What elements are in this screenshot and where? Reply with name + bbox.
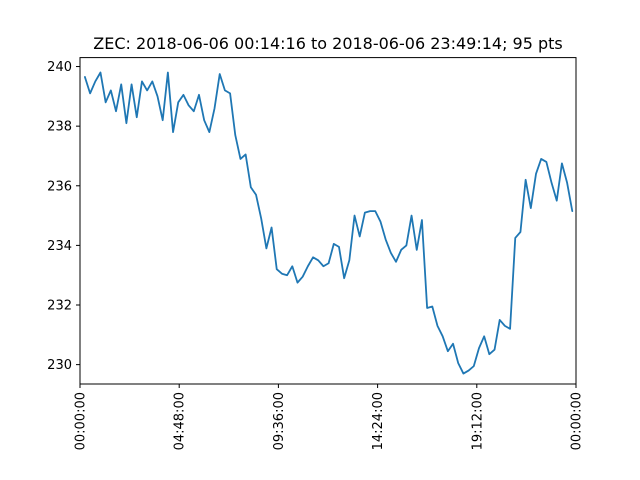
y-tick-label: 238 — [47, 120, 72, 135]
price-series-line — [84, 71, 574, 375]
y-axis: 230 232 234 236 238 240 — [47, 60, 80, 373]
x-tick-label: 04:48:00 — [173, 392, 188, 450]
y-tick-label: 240 — [47, 60, 72, 75]
x-axis: 00:00:00 04:48:00 09:36:00 14:24:00 19:12:00… — [74, 384, 585, 450]
x-tick-label: 09:36:00 — [272, 392, 287, 450]
x-tick-label: 00:00:00 — [570, 392, 585, 450]
chart-title: ZEC: 2018-06-06 00:14:16 to 2018-06-06 2… — [93, 34, 563, 53]
plot-frame — [79, 57, 577, 385]
x-tick-label: 14:24:00 — [371, 392, 386, 450]
y-tick-label: 234 — [47, 239, 72, 254]
x-tick-label: 19:12:00 — [470, 392, 485, 450]
plot-area: 230 232 234 236 238 240 00:00:00 04:48:00 09:36… — [47, 57, 585, 450]
y-tick-label: 230 — [47, 358, 72, 373]
y-tick-label: 232 — [47, 299, 72, 314]
y-tick-label: 236 — [47, 179, 72, 194]
x-tick-label: 00:00:00 — [74, 392, 89, 450]
